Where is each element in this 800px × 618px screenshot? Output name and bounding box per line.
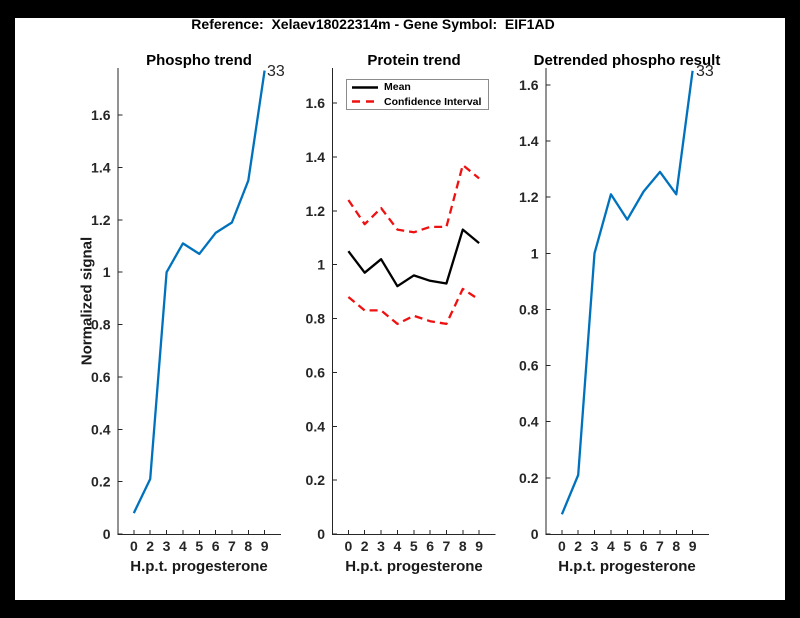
legend-label-mean: Mean [384,81,411,94]
subplot3-endpoint-annotation: 33 [696,63,714,80]
y-tick-label: 0.4 [91,421,111,437]
x-tick-label: 6 [212,538,220,554]
y-tick-label: 1.2 [91,212,111,228]
y-tick-label: 0.6 [306,364,326,380]
y-tick-label: 1.4 [519,133,539,149]
x-tick-label: 9 [261,538,269,554]
subplot-1: 00.20.40.60.811.21.41.60 2 3 4 5 6 7 8 9 [91,68,281,554]
line-detrended-phospho [560,70,694,515]
x-tick-label: 0 [558,538,566,554]
y-tick-label: 1 [103,264,111,280]
subplot2-x-axis-label: H.p.t. progesterone [345,558,483,575]
x-tick-label: 2 [361,538,369,554]
y-tick-label: 1.2 [306,203,326,219]
subplot1-title: Phospho trend [146,52,252,69]
subplot3-title: Detrended phospho result [533,52,721,69]
y-tick-label: 1 [317,257,325,273]
x-tick-label: 6 [640,538,648,554]
x-tick-label: 3 [163,538,171,554]
confidence-interval-dash-sample-icon [352,100,378,103]
subplot-3: 00.20.40.60.811.21.41.60 2 3 4 5 6 7 8 9 [519,68,709,554]
subplot-2: 00.20.40.60.811.21.41.60 2 3 4 5 6 7 8 9 [306,68,496,554]
y-tick-label: 0 [317,526,325,542]
y-tick-label: 1 [531,245,539,261]
x-tick-label: 3 [377,538,385,554]
x-tick-label: 0 [344,538,352,554]
x-tick-label: 5 [195,538,203,554]
y-tick-label: 1.6 [306,95,326,111]
x-tick-label: 2 [146,538,154,554]
x-tick-label: 3 [591,538,599,554]
x-tick-label: 5 [623,538,631,554]
x-tick-label: 7 [228,538,236,554]
line-confidence-interval-lower [347,287,480,326]
x-tick-label: 2 [574,538,582,554]
y-tick-label: 0.2 [519,470,539,486]
x-tick-label: 6 [426,538,434,554]
y-tick-label: 0.4 [519,414,539,430]
y-tick-label: 1.6 [91,107,111,123]
y-tick-label: 0.8 [91,317,111,333]
figure-canvas [15,18,785,600]
figure-title: Reference: Xelaev18022314m - Gene Symbol… [191,16,555,32]
x-tick-label: 4 [179,538,187,554]
y-tick-label: 0.6 [519,358,539,374]
subplot1-x-axis-label: H.p.t. progesterone [130,558,268,575]
line-phospho-signal [132,70,266,514]
subplot2-title: Protein trend [367,52,461,69]
axis-spines [117,68,281,535]
y-tick-label: 0.8 [306,311,326,327]
x-tick-label: 4 [607,538,615,554]
y-tick-label: 0 [531,526,539,542]
legend-entry-mean: Mean [347,80,488,95]
subplot1-endpoint-annotation: 33 [267,63,285,80]
y-tick-label: 1.6 [519,77,539,93]
y-tick-label: 1.4 [91,159,111,175]
subplot3-x-axis-label: H.p.t. progesterone [558,558,696,575]
y-tick-label: 0.6 [91,369,111,385]
x-tick-label: 8 [244,538,252,554]
x-tick-label: 0 [130,538,138,554]
x-tick-label: 8 [459,538,467,554]
y-tick-label: 1.2 [519,189,539,205]
y-tick-label: 0 [103,526,111,542]
axis-spines [545,68,709,535]
y-tick-label: 0.4 [306,418,326,434]
legend-label-confidence-interval: Confidence Interval [384,95,482,108]
line-confidence-interval-upper [347,163,480,234]
legend-entry-confidence-interval: Confidence Interval [347,95,488,110]
y-tick-label: 1.4 [306,149,326,165]
x-tick-label: 4 [394,538,402,554]
axis-spines [332,68,496,535]
y-tick-label: 0.8 [519,301,539,317]
mean-line-sample-icon [352,86,378,89]
x-tick-label: 5 [410,538,418,554]
legend-box: Mean Confidence Interval [346,79,489,110]
y-axis-label: Normalized signal [78,236,96,366]
y-tick-label: 0.2 [306,472,326,488]
x-tick-label: 9 [475,538,483,554]
x-tick-label: 7 [656,538,664,554]
line-mean [347,228,480,288]
x-tick-label: 8 [672,538,680,554]
x-tick-label: 9 [689,538,697,554]
y-tick-label: 0.2 [91,474,111,490]
x-tick-label: 7 [443,538,451,554]
